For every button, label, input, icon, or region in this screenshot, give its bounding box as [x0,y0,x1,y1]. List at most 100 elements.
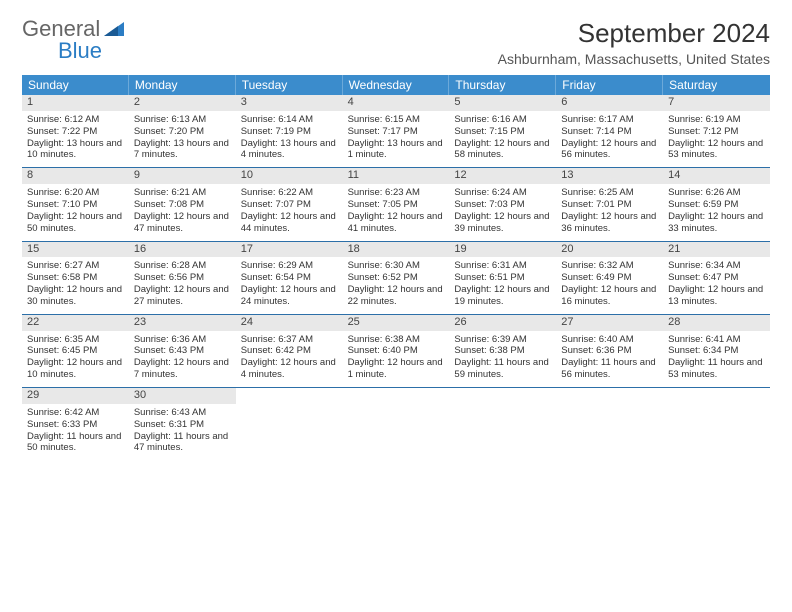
calendar-grid: SundayMondayTuesdayWednesdayThursdayFrid… [22,75,770,460]
day-cell: 5Sunrise: 6:16 AMSunset: 7:15 PMDaylight… [449,95,556,167]
day-cell: 23 Sunrise: 6:36 AMSunset: 6:43 PMDayligh… [129,315,236,387]
week-row: 22 Sunrise: 6:35 AMSunset: 6:45 PMDayligh… [22,315,770,388]
day-cell: 14 Sunrise: 6:26 AMSunset: 6:59 PMDayligh… [663,168,770,240]
dow-cell: Tuesday [236,75,343,95]
day-details: Sunrise: 6:20 AMSunset: 7:10 PMDaylight:… [27,187,124,235]
day-cell [556,388,663,460]
day-number: 13 [556,168,663,184]
day-details: Sunrise: 6:35 AMSunset: 6:45 PMDaylight:… [27,334,124,382]
title-block: September 2024 Ashburnham, Massachusetts… [498,18,770,67]
day-number: 29 [22,388,129,404]
day-details: Sunrise: 6:39 AMSunset: 6:38 PMDaylight:… [454,334,551,382]
day-number: 20 [556,242,663,258]
day-cell: 25Sunrise: 6:38 AMSunset: 6:40 PMDayligh… [343,315,450,387]
day-cell: 18 Sunrise: 6:30 AMSunset: 6:52 PMDayligh… [343,242,450,314]
day-cell: 28 Sunrise: 6:41 AMSunset: 6:34 PMDayligh… [663,315,770,387]
day-number: 23 [129,315,236,331]
day-number: 30 [129,388,236,404]
day-number: 11 [343,168,450,184]
day-cell: 11 Sunrise: 6:23 AMSunset: 7:05 PMDayligh… [343,168,450,240]
day-cell: 4 Sunrise: 6:15 AMSunset: 7:17 PMDaylight… [343,95,450,167]
dow-cell: Wednesday [343,75,450,95]
day-number: 19 [449,242,556,258]
day-cell: 21 Sunrise: 6:34 AMSunset: 6:47 PMDayligh… [663,242,770,314]
day-cell: 15 Sunrise: 6:27 AMSunset: 6:58 PMDayligh… [22,242,129,314]
day-details: Sunrise: 6:15 AMSunset: 7:17 PMDaylight:… [348,114,445,162]
week-row: 29Sunrise: 6:42 AMSunset: 6:33 PMDayligh… [22,388,770,460]
day-details: Sunrise: 6:30 AMSunset: 6:52 PMDaylight:… [348,260,445,308]
day-number: 7 [663,95,770,111]
page-header: General Blue September 2024 Ashburnham, … [22,18,770,67]
day-details: Sunrise: 6:27 AMSunset: 6:58 PMDaylight:… [27,260,124,308]
day-cell: 20 Sunrise: 6:32 AMSunset: 6:49 PMDayligh… [556,242,663,314]
day-number: 14 [663,168,770,184]
day-details: Sunrise: 6:36 AMSunset: 6:43 PMDaylight:… [134,334,231,382]
day-cell: 8 Sunrise: 6:20 AMSunset: 7:10 PMDaylight… [22,168,129,240]
day-details: Sunrise: 6:17 AMSunset: 7:14 PMDaylight:… [561,114,658,162]
dow-cell: Thursday [449,75,556,95]
day-details: Sunrise: 6:22 AMSunset: 7:07 PMDaylight:… [241,187,338,235]
day-cell: 27 Sunrise: 6:40 AMSunset: 6:36 PMDayligh… [556,315,663,387]
day-cell: 3 Sunrise: 6:14 AMSunset: 7:19 PMDaylight… [236,95,343,167]
day-number: 27 [556,315,663,331]
month-title: September 2024 [498,18,770,49]
location-subtitle: Ashburnham, Massachusetts, United States [498,51,770,67]
logo: General Blue [22,18,126,62]
day-number: 16 [129,242,236,258]
day-cell: 16 Sunrise: 6:28 AMSunset: 6:56 PMDayligh… [129,242,236,314]
day-cell [343,388,450,460]
dow-cell: Friday [556,75,663,95]
day-number: 17 [236,242,343,258]
day-number: 18 [343,242,450,258]
day-details: Sunrise: 6:34 AMSunset: 6:47 PMDaylight:… [668,260,765,308]
day-cell: 26 Sunrise: 6:39 AMSunset: 6:38 PMDayligh… [449,315,556,387]
day-number: 15 [22,242,129,258]
day-number: 5 [449,95,556,111]
day-number: 21 [663,242,770,258]
day-cell: 2Sunrise: 6:13 AMSunset: 7:20 PMDaylight… [129,95,236,167]
day-number: 26 [449,315,556,331]
day-number: 22 [22,315,129,331]
day-number: 8 [22,168,129,184]
day-number: 28 [663,315,770,331]
day-details: Sunrise: 6:40 AMSunset: 6:36 PMDaylight:… [561,334,658,382]
day-number: 24 [236,315,343,331]
day-details: Sunrise: 6:24 AMSunset: 7:03 PMDaylight:… [454,187,551,235]
day-cell: 19Sunrise: 6:31 AMSunset: 6:51 PMDayligh… [449,242,556,314]
day-cell: 7Sunrise: 6:19 AMSunset: 7:12 PMDaylight… [663,95,770,167]
day-cell: 24Sunrise: 6:37 AMSunset: 6:42 PMDayligh… [236,315,343,387]
day-cell: 17 Sunrise: 6:29 AMSunset: 6:54 PMDayligh… [236,242,343,314]
day-cell: 22 Sunrise: 6:35 AMSunset: 6:45 PMDayligh… [22,315,129,387]
day-cell: 30 Sunrise: 6:43 AMSunset: 6:31 PMDayligh… [129,388,236,460]
day-details: Sunrise: 6:26 AMSunset: 6:59 PMDaylight:… [668,187,765,235]
day-number: 9 [129,168,236,184]
week-row: 1 Sunrise: 6:12 AMSunset: 7:22 PMDaylight… [22,95,770,168]
day-details: Sunrise: 6:41 AMSunset: 6:34 PMDaylight:… [668,334,765,382]
day-number: 3 [236,95,343,111]
day-number: 4 [343,95,450,111]
day-number: 6 [556,95,663,111]
day-cell: 13 Sunrise: 6:25 AMSunset: 7:01 PMDayligh… [556,168,663,240]
week-row: 15 Sunrise: 6:27 AMSunset: 6:58 PMDayligh… [22,242,770,315]
day-number: 12 [449,168,556,184]
day-details: Sunrise: 6:12 AMSunset: 7:22 PMDaylight:… [27,114,124,162]
day-details: Sunrise: 6:29 AMSunset: 6:54 PMDaylight:… [241,260,338,308]
day-cell: 29Sunrise: 6:42 AMSunset: 6:33 PMDayligh… [22,388,129,460]
day-details: Sunrise: 6:32 AMSunset: 6:49 PMDaylight:… [561,260,658,308]
day-number: 1 [22,95,129,111]
day-details: Sunrise: 6:25 AMSunset: 7:01 PMDaylight:… [561,187,658,235]
dow-cell: Monday [129,75,236,95]
day-cell [236,388,343,460]
dow-cell: Sunday [22,75,129,95]
day-details: Sunrise: 6:28 AMSunset: 6:56 PMDaylight:… [134,260,231,308]
day-cell: 9Sunrise: 6:21 AMSunset: 7:08 PMDaylight… [129,168,236,240]
day-details: Sunrise: 6:23 AMSunset: 7:05 PMDaylight:… [348,187,445,235]
day-details: Sunrise: 6:13 AMSunset: 7:20 PMDaylight:… [134,114,231,162]
day-cell [663,388,770,460]
day-number: 25 [343,315,450,331]
logo-text-blue: Blue [58,38,102,63]
day-details: Sunrise: 6:43 AMSunset: 6:31 PMDaylight:… [134,407,231,455]
day-cell: 1 Sunrise: 6:12 AMSunset: 7:22 PMDaylight… [22,95,129,167]
day-cell: 10Sunrise: 6:22 AMSunset: 7:07 PMDayligh… [236,168,343,240]
day-details: Sunrise: 6:14 AMSunset: 7:19 PMDaylight:… [241,114,338,162]
